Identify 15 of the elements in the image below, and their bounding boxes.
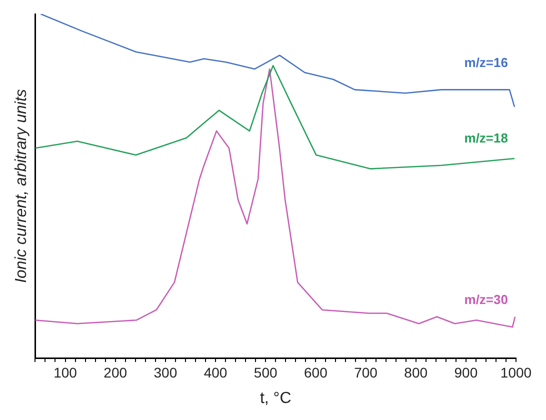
- x-tick-label: 600: [304, 364, 328, 380]
- x-tick-label: 700: [354, 364, 378, 380]
- x-tick-label: 300: [154, 364, 178, 380]
- series-label: m/z=30: [464, 292, 508, 308]
- series-label: m/z=18: [464, 130, 508, 146]
- x-tick-label: 900: [454, 364, 478, 380]
- series-label: m/z=16: [464, 54, 508, 70]
- y-axis-title: Ionic current, arbitrary units: [13, 89, 30, 283]
- x-tick-label: 100: [54, 364, 78, 380]
- x-tick-label: 800: [404, 364, 428, 380]
- x-tick-label: 500: [254, 364, 278, 380]
- x-tick-label: 400: [204, 364, 228, 380]
- x-tick-label: 200: [104, 364, 128, 380]
- x-axis-title: t, °C: [260, 390, 292, 407]
- x-tick-label: 1000: [500, 364, 532, 380]
